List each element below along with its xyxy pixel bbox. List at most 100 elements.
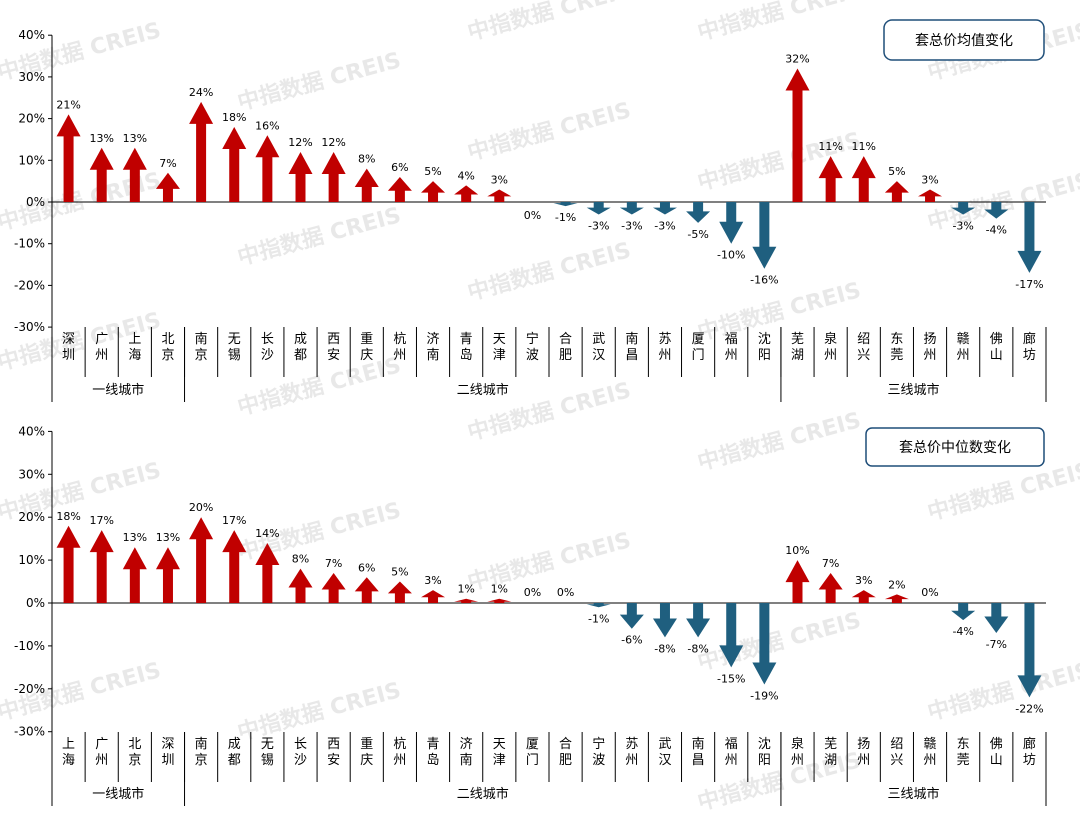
data-label: 13% bbox=[123, 531, 147, 544]
category-label: 沈阳 bbox=[758, 332, 771, 363]
data-label: -3% bbox=[621, 220, 642, 233]
data-label: 11% bbox=[852, 140, 876, 153]
category-label: 广州 bbox=[95, 737, 108, 768]
bar-arrow bbox=[189, 101, 214, 202]
data-label: 5% bbox=[888, 165, 905, 178]
category-label: 广州 bbox=[95, 332, 108, 363]
data-label: 11% bbox=[818, 140, 842, 153]
bar-arrow bbox=[586, 202, 611, 215]
data-label: 5% bbox=[424, 165, 441, 178]
category-label: 绍兴 bbox=[857, 332, 870, 363]
bar-arrow bbox=[785, 68, 810, 202]
chart-title-box bbox=[883, 19, 1045, 61]
watermark-text: 中指数据 CREIS bbox=[695, 407, 864, 476]
watermark-text: 中指数据 CREIS bbox=[695, 0, 864, 46]
data-label: 1% bbox=[491, 583, 508, 596]
chart-title: 套总价中位数变化 bbox=[899, 440, 1011, 456]
watermark-text: 中指数据 CREIS bbox=[465, 237, 634, 306]
watermark-text: 中指数据 CREIS bbox=[695, 607, 864, 676]
category-label: 苏州 bbox=[625, 736, 638, 768]
category-label: 厦门 bbox=[692, 332, 705, 363]
data-label: 0% bbox=[921, 586, 938, 599]
y-tick-label: 20% bbox=[18, 510, 45, 524]
category-label: 东莞 bbox=[890, 332, 903, 363]
data-label: 0% bbox=[524, 209, 541, 222]
data-label: -4% bbox=[986, 224, 1007, 237]
category-label: 泉州 bbox=[824, 331, 837, 363]
y-tick-label: -20% bbox=[14, 682, 45, 696]
bar-arrow bbox=[586, 603, 611, 608]
data-label: 0% bbox=[524, 586, 541, 599]
category-label: 上海 bbox=[128, 332, 141, 363]
y-tick-label: -30% bbox=[14, 320, 45, 334]
bar-arrow bbox=[818, 156, 843, 202]
watermark-text: 中指数据 CREIS bbox=[695, 277, 864, 346]
group-label: 三线城市 bbox=[887, 786, 939, 802]
data-label: -3% bbox=[588, 220, 609, 233]
bar-arrow bbox=[918, 189, 943, 202]
group-label: 二线城市 bbox=[457, 382, 509, 398]
data-label: 17% bbox=[222, 514, 246, 527]
category-label: 青岛 bbox=[460, 332, 473, 363]
category-label: 南昌 bbox=[625, 331, 638, 363]
data-label: 13% bbox=[89, 132, 113, 145]
data-label: -6% bbox=[621, 634, 642, 647]
group-label: 三线城市 bbox=[887, 382, 939, 398]
bar-arrow bbox=[122, 547, 147, 603]
data-label: 7% bbox=[822, 557, 839, 570]
data-label: 16% bbox=[255, 119, 279, 132]
category-label: 济南 bbox=[460, 737, 473, 768]
watermark-text: 中指数据 CREIS bbox=[925, 457, 1080, 526]
category-label: 沈阳 bbox=[758, 737, 771, 768]
y-tick-label: 0% bbox=[26, 596, 45, 610]
watermark-text: 中指数据 CREIS bbox=[465, 0, 634, 46]
category-label: 芜湖 bbox=[824, 737, 837, 768]
bar-arrow bbox=[619, 603, 644, 629]
category-label: 杭州 bbox=[393, 737, 406, 768]
y-tick-label: 10% bbox=[18, 153, 45, 167]
bar-arrow bbox=[884, 594, 909, 603]
category-label: 合肥 bbox=[559, 332, 572, 363]
bar-arrow bbox=[321, 572, 346, 603]
category-label: 无锡 bbox=[228, 332, 241, 363]
watermark-text: 中指数据 CREIS bbox=[925, 657, 1080, 726]
bar-arrow bbox=[255, 135, 280, 202]
y-tick-label: 0% bbox=[26, 195, 45, 209]
category-label: 赣州 bbox=[924, 737, 937, 768]
data-label: 18% bbox=[56, 510, 80, 523]
bar-arrow bbox=[652, 202, 677, 215]
bar-arrow bbox=[951, 202, 976, 215]
bar-arrow bbox=[951, 603, 976, 621]
y-tick-label: 10% bbox=[18, 553, 45, 567]
category-label: 厦门 bbox=[526, 737, 539, 768]
category-label: 武汉 bbox=[658, 737, 671, 768]
data-label: -22% bbox=[1015, 702, 1043, 715]
bar-arrow bbox=[387, 176, 412, 202]
data-label: -19% bbox=[750, 690, 778, 703]
data-label: 12% bbox=[288, 136, 312, 149]
bar-arrow bbox=[255, 542, 280, 603]
category-label: 深圳 bbox=[62, 332, 75, 363]
bar-arrow bbox=[487, 598, 512, 603]
data-label: 3% bbox=[424, 574, 441, 587]
category-label: 廊坊 bbox=[1023, 331, 1036, 363]
chart-median-change: 套总价中位数变化 40% 30% 20% 10% 0% -10% -20% -30% 18% 17%… bbox=[14, 424, 1047, 806]
bar-arrow bbox=[1017, 202, 1042, 273]
category-label: 杭州 bbox=[393, 332, 406, 363]
data-label: 8% bbox=[292, 553, 309, 566]
bar-arrow bbox=[89, 147, 114, 202]
chart-title: 套总价均值变化 bbox=[915, 33, 1013, 49]
bar-arrow bbox=[818, 572, 843, 603]
bar-arrow bbox=[222, 530, 247, 603]
data-label: 12% bbox=[321, 136, 345, 149]
category-label: 武汉 bbox=[592, 332, 605, 363]
group-label: 一线城市 bbox=[92, 382, 144, 398]
category-label: 北京 bbox=[128, 737, 141, 768]
bar-arrow bbox=[619, 202, 644, 215]
data-label: -16% bbox=[750, 274, 778, 287]
category-label: 赣州 bbox=[957, 332, 970, 363]
y-tick-label: 40% bbox=[18, 424, 45, 438]
y-tick-label: 40% bbox=[18, 28, 45, 42]
